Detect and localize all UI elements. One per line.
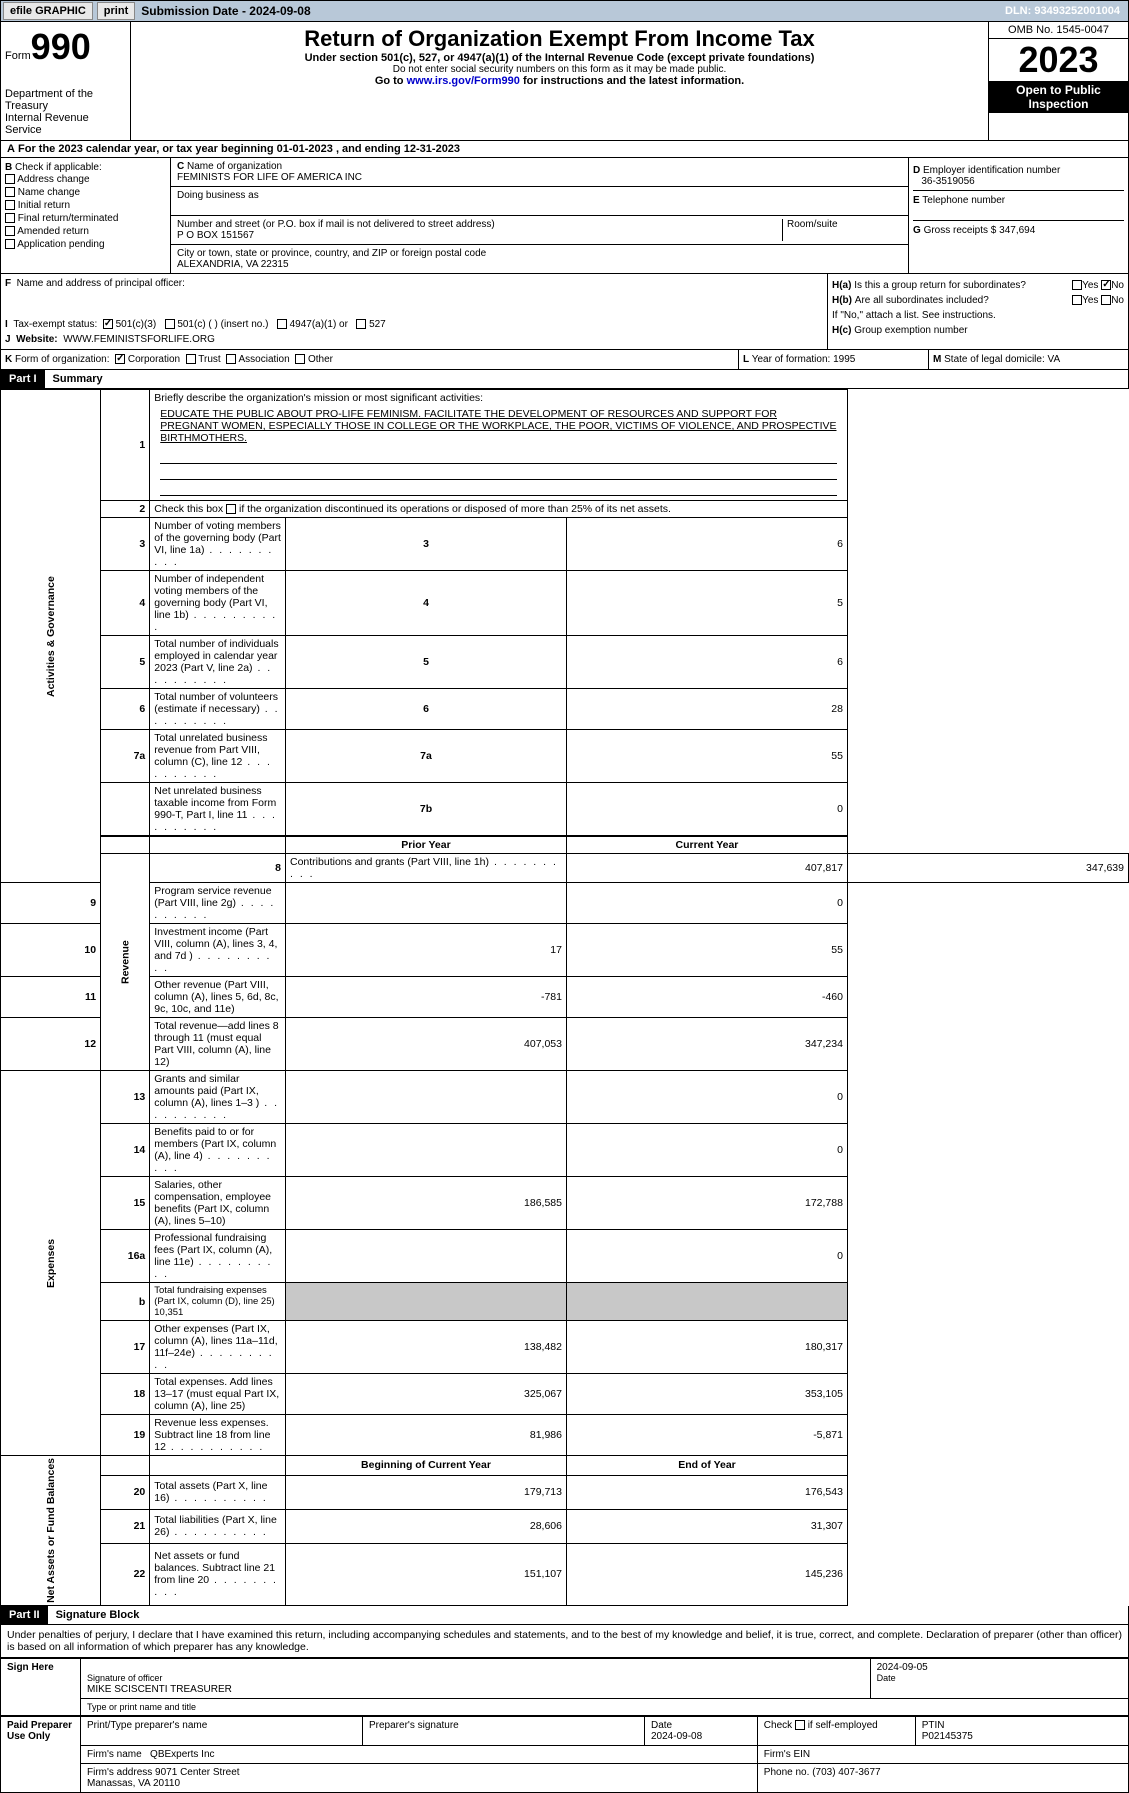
- checkbox-4947[interactable]: [277, 319, 287, 329]
- col-d: D Employer identification number 36-3519…: [908, 158, 1128, 273]
- ein: 36-3519056: [921, 176, 974, 187]
- hb-yes[interactable]: [1072, 295, 1082, 305]
- section-bcd: B Check if applicable: Address change Na…: [0, 158, 1129, 274]
- domicile: VA: [1048, 354, 1061, 365]
- city: ALEXANDRIA, VA 22315: [177, 259, 289, 270]
- k-assoc[interactable]: [226, 354, 236, 364]
- efile-button[interactable]: efile GRAPHIC: [3, 2, 93, 20]
- paid-label: Paid Preparer Use Only: [1, 1716, 81, 1792]
- firm-phone: (703) 407-3677: [812, 1767, 880, 1778]
- form-subtitle2: Do not enter social security numbers on …: [135, 64, 984, 75]
- line2: Check this box if the organization disco…: [150, 501, 848, 518]
- section-klm: K Form of organization: Corporation Trus…: [0, 350, 1129, 370]
- inspection-badge: Open to Public Inspection: [989, 81, 1128, 113]
- checkbox-initial[interactable]: [5, 200, 15, 210]
- street: P O BOX 151567: [177, 230, 254, 241]
- goto-line: Go to www.irs.gov/Form990 for instructio…: [135, 75, 984, 87]
- side-netassets: Net Assets or Fund Balances: [1, 1456, 101, 1606]
- side-governance: Activities & Governance: [1, 390, 101, 883]
- checkbox-501c[interactable]: [165, 319, 175, 329]
- paid-preparer-table: Paid Preparer Use Only Print/Type prepar…: [0, 1716, 1129, 1793]
- mission-label: Briefly describe the organization's miss…: [154, 392, 483, 404]
- ptin: P02145375: [922, 1731, 973, 1742]
- self-employed-checkbox[interactable]: [795, 1720, 805, 1730]
- form-number: 990: [31, 26, 91, 67]
- print-button[interactable]: print: [97, 2, 135, 20]
- checkbox-final[interactable]: [5, 213, 15, 223]
- dln: DLN: 93493252001004: [1005, 5, 1128, 17]
- mission-text: EDUCATE THE PUBLIC ABOUT PRO-LIFE FEMINI…: [154, 404, 843, 448]
- checkbox-amended[interactable]: [5, 226, 15, 236]
- sign-here-table: Sign Here Signature of officerMIKE SCISC…: [0, 1658, 1129, 1716]
- checkbox-address[interactable]: [5, 174, 15, 184]
- checkbox-527[interactable]: [356, 319, 366, 329]
- col-c: C Name of organizationFEMINISTS FOR LIFE…: [171, 158, 908, 273]
- omb-no: OMB No. 1545-0047: [989, 22, 1128, 39]
- side-revenue: Revenue: [101, 854, 150, 1071]
- website: WWW.FEMINISTSFORLIFE.ORG: [63, 334, 215, 345]
- checkbox-name[interactable]: [5, 187, 15, 197]
- hb-note: If "No," attach a list. See instructions…: [832, 308, 1124, 323]
- toolbar: efile GRAPHIC print Submission Date - 20…: [0, 0, 1129, 22]
- sign-here-label: Sign Here: [1, 1658, 81, 1715]
- side-expenses: Expenses: [1, 1071, 101, 1456]
- checkbox-501c3[interactable]: [103, 319, 113, 329]
- form-word: Form: [5, 50, 31, 62]
- year-formed: 1995: [833, 354, 855, 365]
- dept: Department of the Treasury Internal Reve…: [5, 68, 126, 136]
- org-name: FEMINISTS FOR LIFE OF AMERICA INC: [177, 172, 362, 183]
- ha-yes[interactable]: [1072, 280, 1082, 290]
- line-a: A For the 2023 calendar year, or tax yea…: [0, 141, 1129, 158]
- gross-receipts: 347,694: [999, 225, 1035, 236]
- irs-link[interactable]: www.irs.gov/Form990: [407, 75, 520, 87]
- tax-year: 2023: [989, 39, 1128, 81]
- submission-date: Submission Date - 2024-09-08: [137, 4, 314, 18]
- form-title: Return of Organization Exempt From Incom…: [135, 26, 984, 52]
- form-header: Form990 Department of the Treasury Inter…: [0, 22, 1129, 141]
- summary-table: Activities & Governance 1 Briefly descri…: [0, 389, 1129, 1606]
- ha-no[interactable]: [1101, 280, 1111, 290]
- k-corp[interactable]: [115, 354, 125, 364]
- form-subtitle: Under section 501(c), 527, or 4947(a)(1)…: [135, 52, 984, 64]
- sig-date: 2024-09-05: [877, 1662, 928, 1673]
- checkbox-pending[interactable]: [5, 239, 15, 249]
- part-i-header: Part ISummary: [0, 370, 1129, 389]
- sig-declaration: Under penalties of perjury, I declare th…: [0, 1625, 1129, 1658]
- section-fhij: F Name and address of principal officer:…: [0, 274, 1129, 350]
- firm-name: QBExperts Inc: [150, 1749, 214, 1760]
- k-other[interactable]: [295, 354, 305, 364]
- col-b: B Check if applicable: Address change Na…: [1, 158, 171, 273]
- part-ii-header: Part IISignature Block: [0, 1606, 1129, 1625]
- officer-name: MIKE SCISCENTI TREASURER: [87, 1684, 232, 1695]
- line2-checkbox[interactable]: [226, 504, 236, 514]
- hb-no[interactable]: [1101, 295, 1111, 305]
- k-trust[interactable]: [186, 354, 196, 364]
